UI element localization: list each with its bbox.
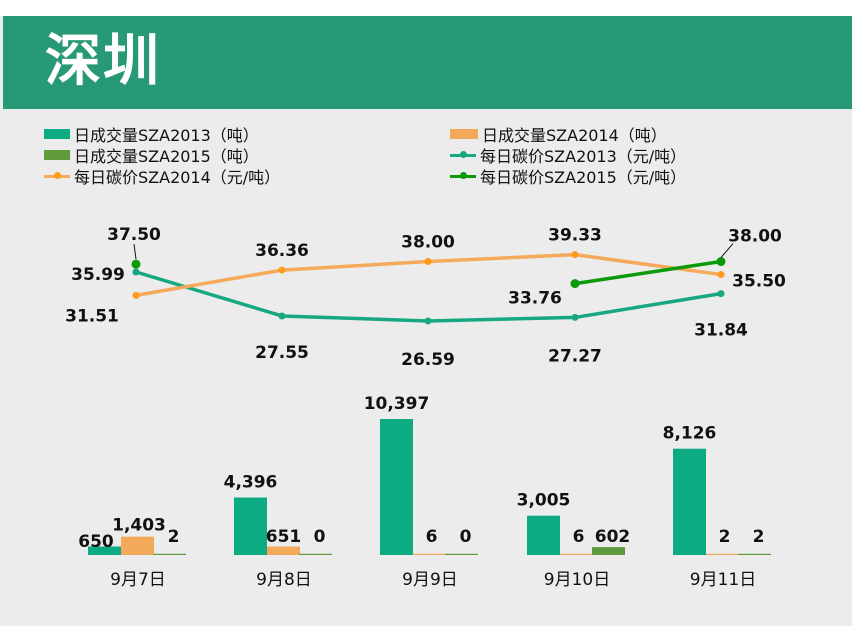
legend-line-marker: [450, 170, 476, 182]
bar-data-label: 6: [426, 527, 438, 547]
legend-swatch: [450, 129, 478, 139]
bar-2014: [560, 553, 593, 555]
bar-data-label: 2: [168, 527, 180, 547]
bar-data-label: 602: [595, 527, 631, 547]
category-label: 9月7日: [110, 570, 166, 590]
price-line-2013: [135, 270, 283, 318]
bar-data-label: 0: [460, 527, 472, 547]
bar-2015: [445, 553, 478, 555]
bar-2013: [88, 546, 121, 555]
legend-swatch: [44, 129, 70, 139]
price-data-label: 35.99: [71, 265, 125, 285]
bar-2014: [267, 546, 300, 555]
price-line-2015: [574, 259, 722, 286]
price-point: [717, 290, 725, 298]
price-data-label: 26.59: [401, 350, 455, 370]
price-data-label: 39.33: [548, 226, 602, 246]
bar-2014: [413, 553, 446, 555]
legend-label: 日成交量SZA2015（吨）: [74, 147, 259, 166]
bar-2015: [153, 553, 186, 555]
bar-data-label: 6: [573, 527, 585, 547]
bar-2013: [673, 448, 706, 555]
price-data-label: 36.36: [255, 241, 309, 261]
price-point: [570, 279, 580, 289]
legend-item-price-2015: 每日碳价SZA2015（元/吨）: [450, 164, 686, 188]
price-point: [716, 257, 726, 267]
price-point: [571, 313, 579, 321]
bar-2013: [527, 515, 560, 555]
label-leader-line: [133, 244, 137, 260]
category-label: 9月8日: [256, 570, 312, 590]
price-data-label: 35.50: [732, 272, 786, 292]
price-point: [571, 251, 579, 259]
bar-2015: [299, 553, 332, 555]
bar-2013: [234, 497, 267, 555]
bar-data-label: 4,396: [224, 472, 278, 492]
bar-data-label: 651: [266, 527, 302, 547]
bar-2014: [121, 536, 154, 555]
bar-data-label: 650: [78, 532, 114, 552]
legend-swatch: [44, 150, 70, 160]
bar-2013: [380, 419, 413, 555]
legend-item-volume-2015: 日成交量SZA2015（吨）: [44, 143, 259, 167]
legend-label: 日成交量SZA2014（吨）: [482, 126, 667, 145]
bar-data-label: 0: [314, 527, 326, 547]
bar-data-label: 8,126: [663, 424, 717, 444]
top-margin: [0, 0, 852, 16]
price-data-label: 38.00: [728, 227, 782, 247]
price-point: [424, 317, 432, 325]
price-data-label: 31.51: [65, 306, 119, 326]
legend-item-price-2013: 每日碳价SZA2013（元/吨）: [450, 143, 686, 167]
price-point: [132, 268, 140, 276]
bar-2014: [706, 553, 739, 555]
legend-item-volume-2014: 日成交量SZA2014（吨）: [450, 122, 667, 146]
category-label: 9月9日: [402, 570, 458, 590]
legend-label: 每日碳价SZA2013（元/吨）: [480, 147, 687, 166]
legend-label: 日成交量SZA2013（吨）: [74, 126, 259, 145]
price-data-label: 27.55: [255, 343, 309, 363]
legend-label: 每日碳价SZA2014（元/吨）: [74, 168, 281, 187]
bar-2015: [738, 553, 771, 555]
header-banner: 深圳: [3, 16, 852, 109]
page-title: 深圳: [45, 29, 161, 94]
category-label: 9月10日: [544, 570, 610, 590]
legend-item-volume-2013: 日成交量SZA2013（吨）: [44, 122, 259, 146]
label-leader-line: [720, 243, 734, 258]
price-data-label: 31.84: [694, 321, 748, 341]
price-point: [132, 291, 140, 299]
price-point: [424, 258, 432, 266]
legend-label: 每日碳价SZA2015（元/吨）: [480, 168, 687, 187]
bar-data-label: 2: [753, 527, 765, 547]
price-data-label: 38.00: [401, 233, 455, 253]
price-data-label: 27.27: [548, 346, 602, 366]
price-line-2013: [427, 315, 576, 323]
price-point: [131, 259, 141, 269]
price-point: [278, 266, 286, 274]
price-line-2014: [281, 259, 429, 272]
price-point: [717, 271, 725, 279]
legend-line-marker: [44, 170, 70, 182]
bar-data-label: 10,397: [364, 394, 430, 414]
price-line-2014: [574, 252, 722, 277]
price-line-2013: [574, 291, 722, 320]
price-point: [278, 312, 286, 320]
bar-data-label: 3,005: [517, 491, 571, 511]
price-data-label: 33.76: [508, 289, 562, 309]
price-line-2014: [427, 252, 576, 264]
legend-item-price-2014: 每日碳价SZA2014（元/吨）: [44, 164, 280, 188]
price-data-label: 37.50: [107, 225, 161, 245]
category-label: 9月11日: [690, 570, 756, 590]
price-line-2014: [135, 268, 283, 298]
bar-data-label: 1,403: [112, 516, 166, 536]
bar-data-label: 2: [719, 527, 731, 547]
price-line-2013: [281, 314, 429, 323]
legend-line-marker: [450, 149, 476, 161]
bar-2015: [592, 547, 625, 555]
